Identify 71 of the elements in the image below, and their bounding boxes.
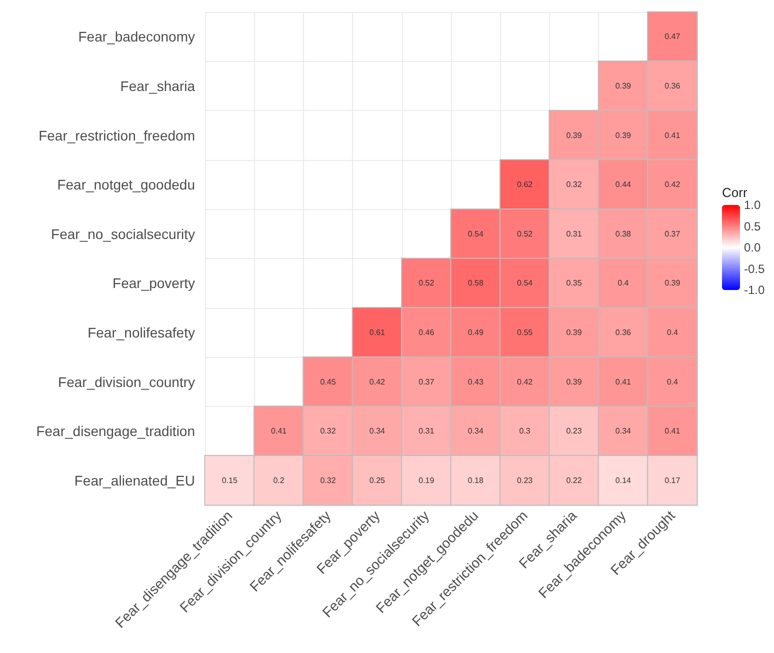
y-tick-label: Fear_badeconomy bbox=[78, 28, 195, 45]
data-label: 0.32 bbox=[566, 180, 582, 190]
data-label: 0.36 bbox=[664, 81, 681, 90]
color-bar-label: -1.0 bbox=[744, 283, 766, 297]
data-label: 0.31 bbox=[418, 426, 435, 436]
data-label: 0.34 bbox=[369, 426, 386, 436]
color-bar-label: 0.0 bbox=[744, 240, 762, 254]
y-tick-label: Fear_notget_goodedu bbox=[57, 176, 195, 193]
y-tick-label: Fear_disengage_tradition bbox=[36, 423, 195, 440]
data-label: 0.46 bbox=[418, 328, 435, 337]
data-label: 0.36 bbox=[615, 328, 632, 337]
y-tick-label: Fear_alienated_EU bbox=[74, 472, 195, 488]
data-label: 0.4 bbox=[666, 377, 679, 386]
y-tick-label: Fear_no_socialsecurity bbox=[51, 226, 195, 242]
data-label: 0.39 bbox=[664, 278, 681, 288]
data-label: 0.61 bbox=[369, 328, 386, 337]
data-label: 0.41 bbox=[664, 130, 681, 140]
data-label: 0.3 bbox=[519, 426, 531, 436]
data-label: 0.52 bbox=[418, 278, 435, 288]
data-label: 0.34 bbox=[468, 426, 484, 436]
data-label: 0.35 bbox=[566, 278, 582, 288]
data-label: 0.32 bbox=[320, 476, 336, 485]
y-tick-label: Fear_restriction_freedom bbox=[38, 127, 195, 144]
data-label: 0.47 bbox=[664, 32, 681, 42]
data-label: 0.42 bbox=[664, 180, 681, 190]
data-label: 0.41 bbox=[271, 426, 288, 436]
data-label: 0.45 bbox=[320, 377, 336, 386]
data-label: 0.39 bbox=[566, 377, 582, 386]
data-label: 0.58 bbox=[468, 278, 484, 288]
data-label: 0.4 bbox=[618, 278, 630, 288]
color-bar-title: Corr bbox=[722, 185, 748, 200]
data-label: 0.15 bbox=[222, 476, 238, 485]
data-label: 0.39 bbox=[615, 81, 632, 90]
data-label: 0.55 bbox=[517, 328, 534, 337]
data-label: 0.41 bbox=[664, 426, 681, 436]
color-bar-label: 1.0 bbox=[744, 198, 762, 212]
data-label: 0.49 bbox=[468, 328, 484, 337]
data-label: 0.44 bbox=[615, 180, 632, 190]
color-bar-label: -0.5 bbox=[744, 262, 766, 276]
data-label: 0.43 bbox=[468, 377, 484, 386]
y-tick-label: Fear_sharia bbox=[120, 78, 196, 94]
data-label: 0.31 bbox=[566, 229, 582, 238]
data-label: 0.39 bbox=[566, 130, 582, 140]
data-label: 0.37 bbox=[418, 377, 435, 386]
data-label: 0.39 bbox=[566, 328, 582, 337]
data-label: 0.54 bbox=[468, 229, 484, 238]
data-label: 0.42 bbox=[369, 377, 386, 386]
y-tick-label: Fear_poverty bbox=[112, 275, 195, 292]
data-label: 0.41 bbox=[615, 377, 632, 386]
data-label: 0.38 bbox=[615, 229, 632, 238]
color-bar-label: 0.5 bbox=[744, 219, 762, 234]
data-label: 0.19 bbox=[418, 476, 435, 485]
data-label: 0.2 bbox=[273, 476, 285, 485]
data-label: 0.25 bbox=[369, 476, 386, 485]
y-tick-label: Fear_division_country bbox=[58, 374, 195, 390]
data-label: 0.4 bbox=[666, 328, 679, 337]
data-label: 0.42 bbox=[517, 377, 534, 386]
data-label: 0.32 bbox=[320, 426, 336, 436]
data-label: 0.54 bbox=[517, 278, 534, 288]
y-tick-label: Fear_nolifesafety bbox=[88, 324, 195, 340]
data-label: 0.22 bbox=[566, 476, 582, 485]
data-label: 0.23 bbox=[517, 476, 534, 485]
data-label: 0.17 bbox=[664, 476, 681, 485]
data-label: 0.37 bbox=[664, 229, 681, 238]
data-label: 0.52 bbox=[517, 229, 534, 238]
data-label: 0.34 bbox=[615, 426, 632, 436]
data-label: 0.23 bbox=[566, 426, 582, 436]
data-label: 0.62 bbox=[517, 180, 534, 190]
data-label: 0.14 bbox=[615, 476, 632, 485]
data-label: 0.39 bbox=[615, 130, 632, 140]
data-label: 0.18 bbox=[468, 476, 484, 485]
